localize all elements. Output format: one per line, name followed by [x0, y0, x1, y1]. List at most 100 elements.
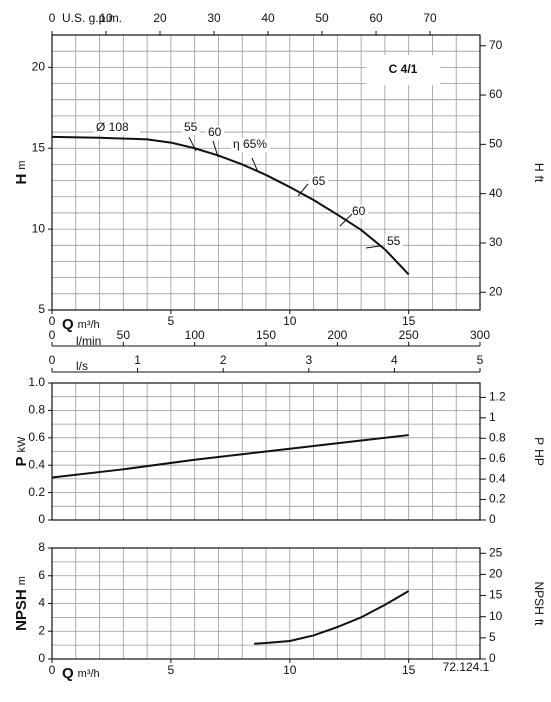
annotation-bg	[94, 121, 140, 135]
y-axis-title: PkW	[13, 436, 30, 467]
secondary-axis-title: l/min	[76, 334, 101, 348]
plot-frame	[51, 34, 481, 311]
y-tick-label: 0	[38, 512, 45, 526]
efficiency-mark	[297, 183, 309, 197]
y2-tick-label: 20	[489, 284, 503, 298]
y-axis-symbol: P	[13, 456, 30, 466]
secondary-tick-label: 200	[327, 328, 347, 342]
top-tick-label: 40	[261, 11, 275, 25]
y2-axis-title: P HP	[532, 437, 546, 466]
y-tick-label: 2	[38, 623, 45, 637]
efficiency-mark	[188, 136, 197, 152]
y2-tick-label: 5	[489, 630, 496, 644]
y2-tick-label: 25	[489, 545, 503, 559]
x-tick-label: 15	[402, 314, 416, 328]
chart-panel: 0 2 4 6 8 0 5 10 15 20 25 0 5 10 15 Q m³/h NPSH m NPSH ft 72.…	[13, 540, 546, 682]
y2-axis-symbol: H	[532, 163, 546, 172]
top-tick-label: 20	[153, 11, 167, 25]
top-tick-label: 70	[423, 11, 437, 25]
efficiency-mark	[212, 140, 219, 158]
y2-tick-label: 0.8	[489, 430, 506, 444]
y2-axis-unit: HP	[532, 449, 546, 466]
annotation: 60	[352, 204, 366, 218]
y2-tick-label: 30	[489, 235, 503, 249]
y2-tick-label: 10	[489, 609, 503, 623]
top-tick-label: 30	[207, 11, 221, 25]
y-axis-unit: kW	[16, 436, 28, 453]
y2-tick-label: 40	[489, 186, 503, 200]
x-tick-label: 5	[168, 314, 175, 328]
y2-tick-label: 15	[489, 588, 503, 602]
y-tick-label: 10	[32, 221, 46, 235]
y-axis-title: Hm	[13, 160, 30, 184]
x-tick-label: 0	[49, 314, 56, 328]
y2-axis-title: Hft	[532, 163, 546, 183]
y-tick-label: 20	[32, 60, 46, 74]
y-axis-symbol: NPSH	[13, 589, 30, 631]
curve	[51, 434, 409, 479]
annotation-bg	[350, 205, 368, 219]
y-tick-label: 8	[38, 540, 45, 554]
y-tick-label: 0.8	[28, 403, 45, 417]
y-tick-label: 0.4	[28, 457, 45, 471]
x-tick-label: 5	[168, 663, 175, 677]
x-tick-label: 0	[49, 663, 56, 677]
secondary-tick-label: 0	[49, 328, 56, 342]
secondary-tick-label: 50	[117, 328, 131, 342]
secondary-tick-label: 5	[477, 353, 484, 367]
annotation-bg	[385, 235, 403, 249]
x-tick-label: 15	[402, 663, 416, 677]
y-axis-unit: m	[16, 576, 28, 585]
top-tick-label: 10	[99, 11, 113, 25]
curve	[51, 135, 410, 276]
y2-tick-label: 1.2	[489, 390, 506, 404]
secondary-tick-label: 100	[185, 328, 205, 342]
y-axis-unit: m	[16, 160, 28, 169]
y2-tick-label: 1	[489, 410, 496, 424]
annotation: 55	[184, 120, 198, 134]
y-tick-label: 5	[38, 302, 45, 316]
y2-tick-label: 0.2	[489, 492, 506, 506]
annotation-bg	[182, 121, 200, 135]
y2-axis-unit: ft	[532, 176, 546, 183]
top-tick-label: 60	[369, 11, 383, 25]
secondary-tick-label: 4	[391, 353, 398, 367]
y2-tick-label: 0	[489, 651, 496, 665]
y-tick-label: 15	[32, 140, 46, 154]
y-axis-title: NPSH m	[13, 576, 30, 631]
y2-tick-label: 0	[489, 512, 496, 526]
secondary-tick-label: 150	[256, 328, 276, 342]
efficiency-mark	[339, 213, 353, 227]
y-axis-symbol: H	[13, 174, 30, 185]
y-tick-label: 0.6	[28, 430, 45, 444]
y2-axis-unit: ft	[532, 619, 546, 626]
top-tick-label: 0	[49, 11, 56, 25]
y2-tick-label: 0.4	[489, 471, 506, 485]
y2-tick-label: 60	[489, 87, 503, 101]
secondary-tick-label: 2	[220, 353, 227, 367]
x-axis-symbol: Q	[62, 316, 74, 333]
y2-axis-symbol: P	[532, 437, 546, 445]
drawing-code: 72.124.1	[443, 660, 490, 674]
secondary-tick-label: 250	[399, 328, 419, 342]
annotation-bg	[231, 138, 270, 152]
top-tick-label: 50	[315, 11, 329, 25]
y2-tick-label: 70	[489, 38, 503, 52]
x-axis-symbol: Q	[62, 665, 74, 682]
top-axis-title: U.S. g.p.m.	[62, 11, 122, 25]
efficiency-mark	[365, 245, 381, 249]
y-tick-label: 4	[38, 596, 45, 610]
y-tick-label: 0.2	[28, 485, 45, 499]
annotation-bg	[206, 126, 224, 140]
y2-tick-label: 50	[489, 137, 503, 151]
annotation-bg	[310, 175, 328, 189]
y2-axis-symbol: NPSH	[532, 581, 546, 614]
secondary-tick-label: 300	[470, 328, 490, 342]
title-box	[366, 55, 440, 85]
x-axis-unit: m³/h	[78, 319, 100, 331]
